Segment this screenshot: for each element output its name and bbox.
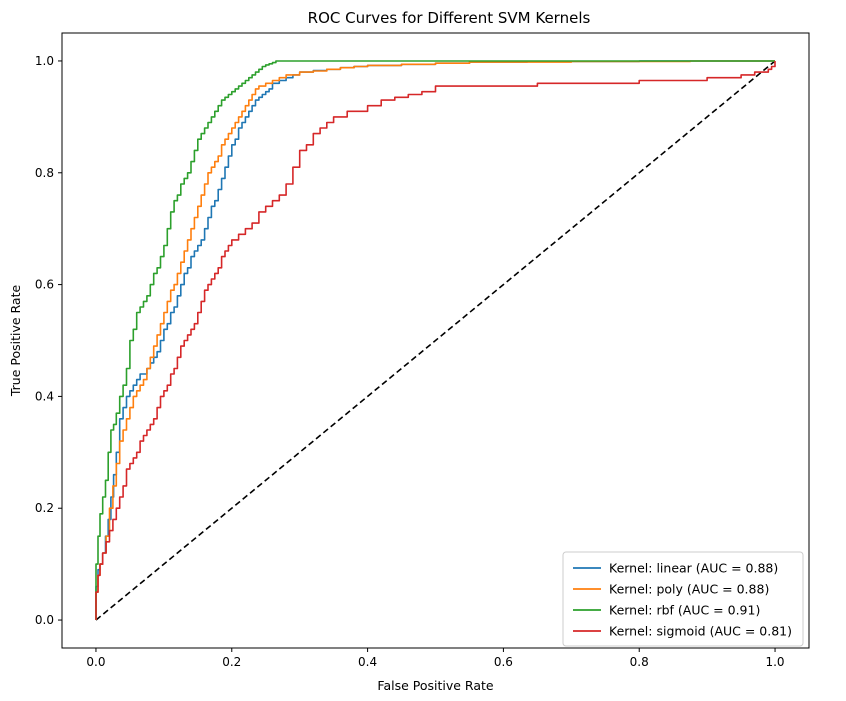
x-axis-label: False Positive Rate — [377, 678, 493, 693]
legend-entry-label: Kernel: rbf (AUC = 0.91) — [609, 603, 760, 618]
x-tick-label: 0.0 — [86, 655, 105, 669]
series-layer — [95, 60, 776, 621]
chart-title: ROC Curves for Different SVM Kernels — [308, 9, 591, 27]
legend-entry-label: Kernel: sigmoid (AUC = 0.81) — [609, 624, 792, 639]
plot-area — [61, 32, 810, 649]
legend: Kernel: linear (AUC = 0.88) Kernel: poly … — [562, 551, 804, 647]
chance-diagonal-line — [95, 60, 776, 621]
y-axis-label: True Positive Rate — [8, 285, 23, 398]
series-line-2 — [95, 60, 775, 620]
x-tick-label: 1.0 — [765, 655, 784, 669]
x-tick-label: 0.8 — [630, 655, 649, 669]
y-tick-label: 0.0 — [35, 613, 54, 627]
series-line-1 — [95, 60, 775, 620]
y-tick-label: 0.8 — [35, 166, 54, 180]
y-tick-label: 0.4 — [35, 389, 54, 403]
x-tick-label: 0.4 — [358, 655, 377, 669]
legend-entry-label: Kernel: linear (AUC = 0.88) — [609, 561, 778, 576]
x-tick-label: 0.2 — [222, 655, 241, 669]
y-tick-label: 0.6 — [35, 278, 54, 292]
y-tick-label: 0.2 — [35, 501, 54, 515]
y-tick-label: 1.0 — [35, 54, 54, 68]
legend-box — [562, 551, 804, 647]
tick-layer: 0.0 0.2 0.4 0.6 0.8 1.0 0.0 0.2 0.4 0.6 0.8 1.0 — [35, 54, 785, 669]
series-line-3 — [95, 61, 776, 620]
legend-entry-label: Kernel: poly (AUC = 0.88) — [609, 582, 769, 597]
x-tick-label: 0.6 — [494, 655, 513, 669]
